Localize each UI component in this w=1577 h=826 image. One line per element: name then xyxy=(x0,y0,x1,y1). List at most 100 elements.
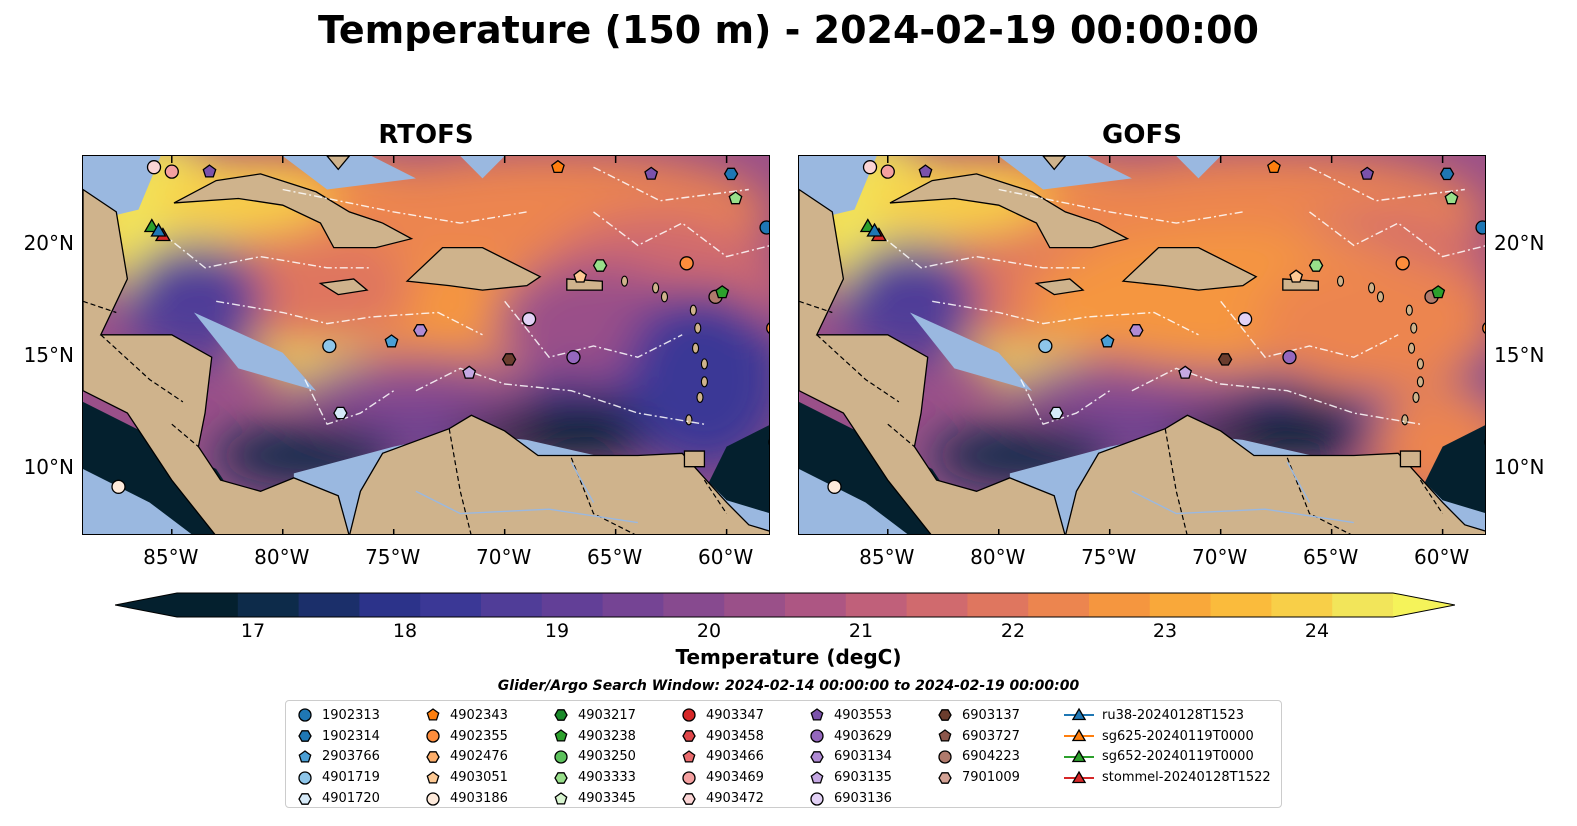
legend-marker xyxy=(810,729,824,743)
legend-label: 4903333 xyxy=(578,770,636,786)
platform-marker-22 xyxy=(1217,353,1233,366)
legend-label: 4903469 xyxy=(706,770,764,786)
country-border-5 xyxy=(799,300,833,314)
shelf-area-3 xyxy=(998,156,1132,190)
legend-item: 4903553 xyxy=(808,705,892,726)
platform-marker-21 xyxy=(566,350,581,365)
antilles-island-5 xyxy=(696,391,704,403)
legend-item: 4902355 xyxy=(424,726,508,747)
platform-marker-3 xyxy=(862,160,878,175)
legend-label: 6903135 xyxy=(834,770,892,786)
colorbar-segment xyxy=(541,593,604,617)
eez-boundary-5 xyxy=(1309,211,1485,258)
legend-item: 4903469 xyxy=(680,767,764,788)
legend-marker xyxy=(554,729,568,742)
legend-item: 4903466 xyxy=(680,747,764,768)
shelf-area-4 xyxy=(1176,156,1221,179)
colorbar-tick-label: 21 xyxy=(848,620,874,642)
colorbar-tick-label: 24 xyxy=(1304,620,1330,642)
legend-item: 4903345 xyxy=(552,788,636,809)
land-south-america xyxy=(349,414,769,534)
land-cuba xyxy=(173,173,414,249)
eez-boundary-2 xyxy=(1220,300,1399,358)
legend-column: 1902313 1902314 2903766 4901719 4901720 xyxy=(296,705,380,809)
colorbar-segment xyxy=(1210,593,1272,617)
land-bahamas xyxy=(1042,156,1067,171)
platform-marker-6 xyxy=(1267,159,1281,174)
colorbar-label: Temperature (degC) xyxy=(675,645,902,669)
rtofs-map[interactable] xyxy=(82,155,770,535)
platform-marker-6 xyxy=(551,159,565,174)
platform-marker-2 xyxy=(150,222,167,237)
eez-boundary-1 xyxy=(216,300,483,336)
search-window-caption: Glider/Argo Search Window: 2024-02-14 00… xyxy=(497,678,1080,694)
colorbar-tick-label: 19 xyxy=(544,620,570,642)
legend-item: 4903250 xyxy=(552,747,636,768)
shelf-area-4 xyxy=(460,156,505,179)
legend-marker xyxy=(554,791,568,805)
colorbar-segment xyxy=(481,593,543,617)
land-central-america xyxy=(799,188,1066,534)
legend-marker xyxy=(1071,770,1087,783)
legend-item: 6903134 xyxy=(808,747,892,768)
legend-marker xyxy=(298,750,312,763)
legend-item: 6903136 xyxy=(808,788,892,809)
colorbar-segment xyxy=(663,593,725,617)
platform-marker-18 xyxy=(1129,324,1144,337)
legend-label: sg625-20240119T0000 xyxy=(1102,728,1254,744)
legend-column: ru38-20240128T1523 sg625-20240119T0000 sg6… xyxy=(1064,705,1271,788)
eez-boundary-7 xyxy=(1309,166,1465,202)
legend-item: 4903051 xyxy=(424,767,508,788)
colorbar-segment xyxy=(177,593,239,617)
legend-marker xyxy=(810,751,824,763)
legend-marker xyxy=(682,750,696,763)
legend-label: 4903629 xyxy=(834,728,892,744)
legend-marker xyxy=(938,709,952,722)
eez-boundary-0 xyxy=(149,222,372,269)
lat-tick-label-left: 10°N xyxy=(23,454,74,479)
platform-marker-12 xyxy=(592,259,608,272)
legend-label: 1902313 xyxy=(322,707,380,723)
land-south-america xyxy=(1065,414,1485,534)
legend-item: 4903458 xyxy=(680,726,764,747)
eez-boundary-2 xyxy=(504,300,683,358)
legend-marker xyxy=(554,750,568,764)
eez-boundary-1 xyxy=(932,300,1199,336)
platform-marker-26 xyxy=(1484,439,1485,446)
antilles-island-3 xyxy=(700,358,708,370)
colorbar xyxy=(114,590,1456,620)
legend-item: 6903137 xyxy=(936,705,1020,726)
colorbar-segment xyxy=(1149,593,1212,617)
page-title: Temperature (150 m) - 2024-02-19 00:00:0… xyxy=(317,8,1259,52)
eez-boundary-0 xyxy=(865,222,1088,269)
platform-marker-21 xyxy=(1282,350,1297,365)
colorbar-segment xyxy=(1028,593,1090,617)
gofs-map[interactable] xyxy=(798,155,1486,535)
shelf-area-1 xyxy=(909,312,1033,391)
legend-label: 7901009 xyxy=(962,770,1020,786)
legend-item: 1902314 xyxy=(296,726,380,747)
shelf-area-5 xyxy=(799,468,908,534)
eez-boundary-7 xyxy=(593,166,749,202)
legend-item: 4903238 xyxy=(552,726,636,747)
river-0 xyxy=(1131,490,1354,524)
lat-tick-label-right: 10°N xyxy=(1494,454,1545,479)
legend-item: 4903186 xyxy=(424,788,508,809)
colorbar-segment xyxy=(420,593,482,617)
river-1 xyxy=(1286,461,1311,503)
colorbar-tick-label: 18 xyxy=(392,620,418,642)
land-jamaica xyxy=(1034,278,1085,296)
legend-label: 4903250 xyxy=(578,749,636,765)
lon-tick-label: 75°W xyxy=(365,545,421,569)
country-border-0 xyxy=(100,334,184,403)
legend-label: 4903238 xyxy=(578,728,636,744)
lon-tick-label: 60°W xyxy=(697,545,754,569)
legend-label: 4901720 xyxy=(322,791,380,807)
legend-label: 4902476 xyxy=(450,749,508,765)
platform-marker-15 xyxy=(715,285,730,299)
platform-marker-25 xyxy=(827,479,842,494)
platform-marker-18 xyxy=(413,324,428,337)
country-border-0 xyxy=(816,334,900,403)
eez-boundary-3 xyxy=(1131,367,1421,425)
legend-label: 4903466 xyxy=(706,749,764,765)
